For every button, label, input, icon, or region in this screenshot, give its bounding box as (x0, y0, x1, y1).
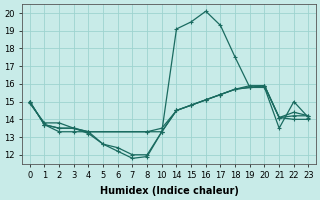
X-axis label: Humidex (Indice chaleur): Humidex (Indice chaleur) (100, 186, 239, 196)
